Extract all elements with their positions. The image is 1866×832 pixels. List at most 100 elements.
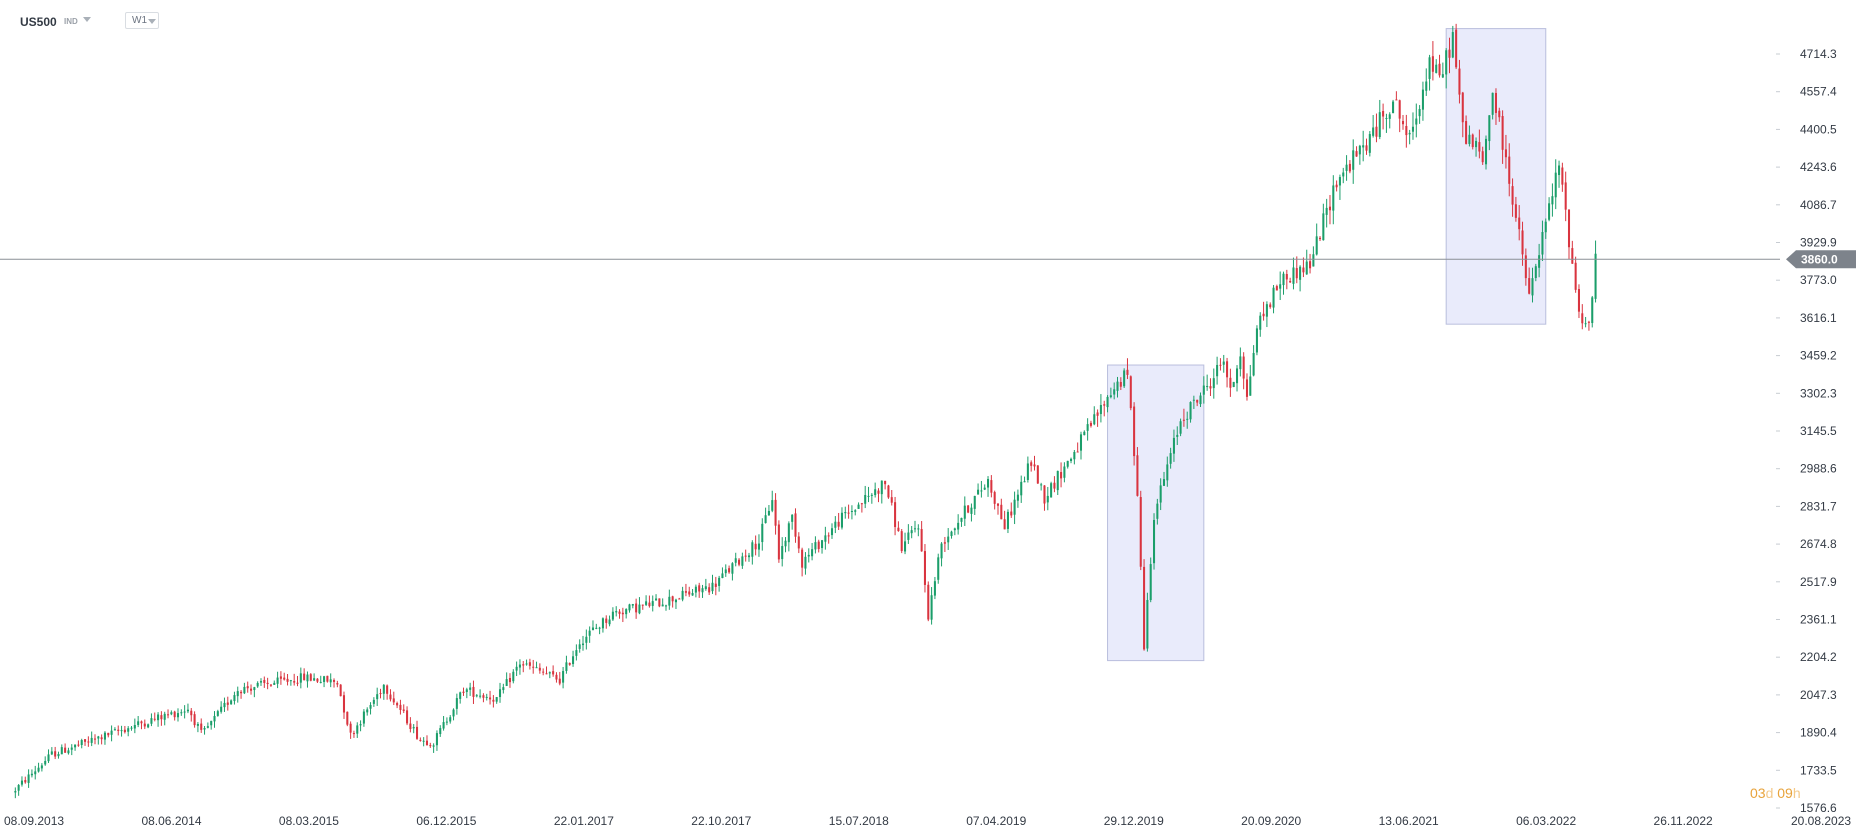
x-tick-label: 06.12.2015 [416,814,476,828]
candle-body [186,709,189,712]
candle [1199,392,1202,408]
candle [1010,502,1013,518]
candle [1282,271,1285,295]
candle-body [817,541,820,550]
candle-body [100,737,103,740]
candle [489,690,492,705]
candle [479,689,482,699]
candle-body [794,513,797,537]
candle [907,524,910,544]
candle-body [1020,481,1023,496]
candle-body [289,680,292,682]
candle [1272,285,1275,314]
candle [714,576,717,596]
candle-body [236,691,239,697]
candle-body [1176,434,1179,437]
y-tick-label: 3302.3 [1800,386,1837,400]
candle [326,675,329,683]
candle-body [54,751,57,757]
candle [226,696,229,711]
candle-body [170,712,173,715]
candle-body [1292,267,1295,284]
candle [316,678,319,683]
candle [625,608,628,619]
candle-body [1209,386,1212,389]
candle-body [1255,328,1258,353]
candle-body [1192,399,1195,401]
candle [1428,54,1431,91]
candle [1511,178,1514,217]
candle [711,574,714,594]
countdown-hours: 09 [1777,785,1793,801]
candle [874,482,877,498]
candle-body [1235,368,1239,384]
candle [1169,447,1172,469]
candle-body [827,535,830,537]
candle-body [1438,63,1441,76]
candle-body [661,604,664,607]
candle [1229,368,1232,397]
candle [1328,194,1332,225]
candle [1395,91,1398,101]
candle-countdown: 03d 09h [1750,785,1801,801]
candle-body [415,726,419,739]
candle-body [259,681,263,683]
candle [415,720,419,740]
candle-body [814,542,817,550]
candle-body [774,499,777,526]
candle-body [1475,140,1478,148]
candle-body [1149,564,1152,601]
candle [767,505,770,516]
candle [1083,430,1086,436]
candle [1216,356,1219,385]
current-price-label: 3860.0 [1801,252,1838,266]
timeframe-select[interactable]: W1 [125,12,159,29]
candle [183,705,186,719]
candle-body [163,713,166,720]
x-tick-label: 20.09.2020 [1241,814,1301,828]
candle-body [37,767,40,772]
candle-body [625,609,628,615]
candle-body [1156,503,1159,519]
candle [771,490,774,513]
highlight-box-1[interactable] [1107,364,1205,662]
candle-body [558,678,561,684]
candle [475,694,478,698]
candle [246,681,249,693]
candle-body [1425,81,1428,91]
candle [641,604,644,610]
candle [1302,257,1305,278]
candle [937,553,940,584]
candle-body [379,693,382,695]
instrument-dropdown-chevron-icon[interactable] [83,17,91,22]
candle-body [532,666,535,668]
candle [1508,143,1511,197]
candle-body [884,480,887,485]
candle-body [840,512,843,528]
candle [113,727,116,731]
instrument-symbol[interactable]: US500 [20,15,57,29]
candle [1401,114,1405,130]
candle-body [1428,57,1431,79]
candle-body [20,780,23,785]
candle [1488,115,1491,151]
candle-body [804,556,807,569]
current-price-tag-shape [1786,250,1856,269]
candle [1531,267,1534,303]
candle-body [1196,399,1199,403]
y-tick-label: 4557.4 [1800,85,1837,99]
candle-body [296,682,299,684]
candle [1571,240,1574,264]
candle [927,581,930,622]
candle-body [1030,462,1033,466]
candle [30,769,33,778]
candle [1030,460,1033,472]
candle-body [505,679,508,686]
candle-body [960,517,963,522]
highlight-box-2[interactable] [1445,28,1547,325]
candle [747,552,751,562]
candle [1398,99,1401,133]
candle-body [1219,364,1222,366]
candle [920,521,923,552]
